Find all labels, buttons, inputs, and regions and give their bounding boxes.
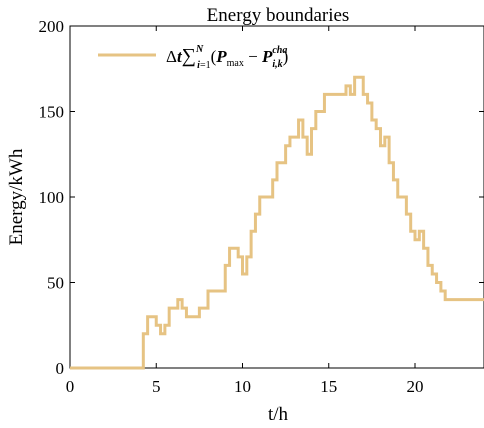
- x-tick-label: 10: [234, 377, 251, 396]
- chart-title: Energy boundaries: [207, 5, 350, 26]
- x-axis-title: t/h: [268, 404, 289, 425]
- x-tick-label: 5: [152, 377, 161, 396]
- x-tick-label: 0: [66, 377, 75, 396]
- series-line: [70, 75, 484, 370]
- legend: Δt∑N i=1(Pmax − Pcha i,k): [98, 44, 288, 71]
- y-axis-title: Energy/kWh: [6, 148, 27, 245]
- x-tick-label: 20: [407, 377, 424, 396]
- plot-area: 0 5 10 15 20 0 50 100 150 200: [39, 17, 484, 396]
- y-tick-label: 50: [47, 274, 64, 293]
- y-tick-label: 100: [39, 188, 65, 207]
- plot-frame: [69, 25, 484, 369]
- legend-label: Δt∑N i=1(Pmax − Pcha i,k): [166, 44, 288, 71]
- y-axis: 0 50 100 150 200: [39, 17, 484, 378]
- x-axis: 0 5 10 15 20: [66, 26, 424, 396]
- y-tick-label: 0: [56, 359, 65, 378]
- y-tick-label: 150: [39, 103, 65, 122]
- x-tick-label: 15: [320, 377, 337, 396]
- y-tick-label: 200: [39, 17, 65, 36]
